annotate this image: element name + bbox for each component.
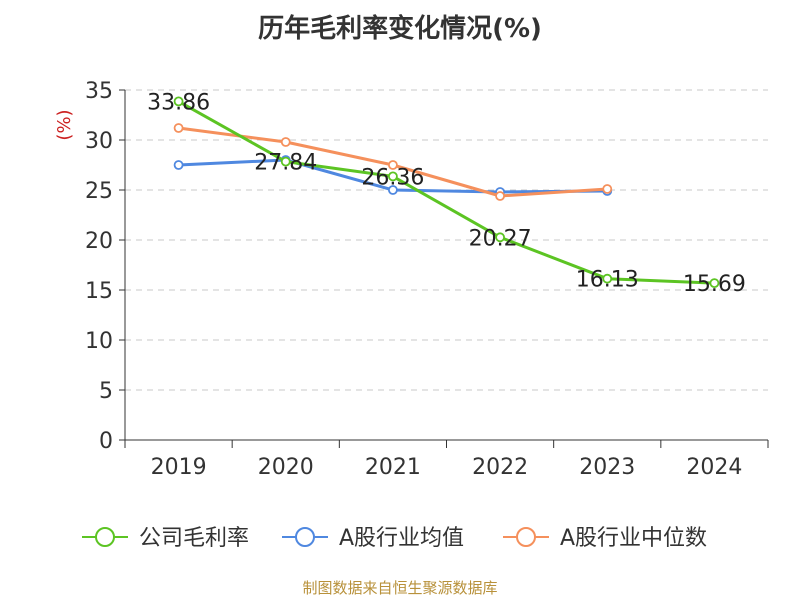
y-tick-label: 20 [85,229,113,254]
legend-label: A股行业均值 [339,526,464,551]
data-point [388,171,398,182]
y-tick-label: 30 [85,129,113,154]
y-tick-label: 15 [85,279,113,304]
data-label: 27.84 [254,151,317,176]
legend-marker [295,527,315,547]
data-label: 15.69 [683,272,746,297]
x-tick-label: 2019 [151,455,207,480]
data-point [280,137,291,147]
y-tick-label: 0 [99,429,113,454]
data-point [602,273,613,284]
data-point [495,191,505,201]
x-tick-label: 2024 [686,455,742,480]
x-tick-label: 2020 [258,455,314,480]
x-tick-label: 2021 [365,455,421,480]
series-line [177,100,715,285]
data-point [388,185,398,195]
chart-title: 历年毛利率变化情况(%) [258,14,542,44]
data-point [709,278,720,289]
legend-label: 公司毛利率 [139,526,249,551]
y-tick-label: 5 [99,379,113,404]
data-label: 16.13 [576,268,639,293]
legend-label: A股行业中位数 [560,526,707,551]
y-tick-label: 35 [85,79,113,104]
data-label: 33.86 [147,90,210,115]
data-point [173,160,184,170]
data-label: 20.27 [469,226,532,251]
legend-marker [516,527,536,547]
data-point [602,184,613,194]
x-tick-label: 2023 [579,455,635,480]
y-tick-label: 10 [85,329,113,354]
data-point [280,156,291,167]
legend-marker [95,527,115,547]
y-tick-label: 25 [85,179,113,204]
data-label: 26.36 [361,165,424,190]
source-note: 制图数据来自恒生聚源数据库 [302,579,498,597]
y-axis-label: (%) [54,109,75,140]
data-point [495,232,505,243]
x-tick-label: 2022 [472,455,528,480]
data-point [173,96,184,107]
data-point [388,160,398,170]
data-point [173,123,184,133]
